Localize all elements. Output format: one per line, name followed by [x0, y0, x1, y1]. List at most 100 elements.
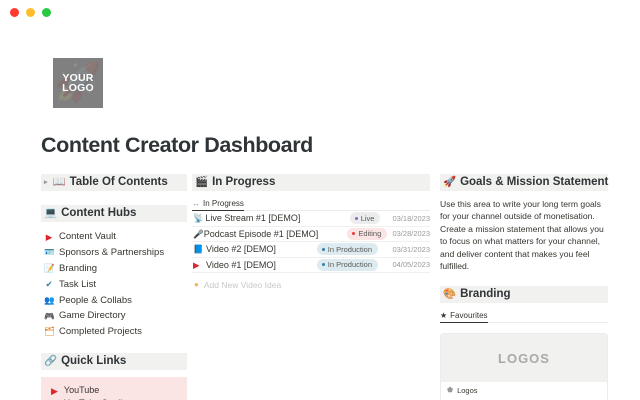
star-icon: ★: [440, 310, 448, 320]
content-hubs-list: ▶ Content Vault 🪪 Sponsors & Partnership…: [41, 229, 187, 339]
quick-links-header: 🔗 Quick Links: [41, 353, 187, 371]
row-title: Video #2 [DEMO]: [206, 244, 276, 255]
table-row[interactable]: 📡 Live Stream #1 [DEMO] Live 03/18/2023: [192, 211, 430, 227]
row-status[interactable]: In Production: [294, 258, 378, 271]
card-image-placeholder-text: LOGOS: [498, 350, 550, 366]
book-icon: 📖: [52, 175, 66, 188]
branding-header: 🎨 Branding: [440, 286, 608, 304]
hub-item-people-collabs[interactable]: 👥 People & Collabs: [41, 292, 187, 308]
chevron-right-icon[interactable]: ▸: [44, 178, 48, 186]
hub-item-game-directory[interactable]: 🎮 Game Directory: [41, 308, 187, 324]
hub-item-label: Sponsors & Partnerships: [59, 247, 165, 259]
table-row[interactable]: 📘 Video #2 [DEMO] In Production 03/31/20…: [192, 242, 430, 258]
branding-card-logos[interactable]: LOGOS ⬟ Logos: [440, 333, 608, 400]
tab-favourites[interactable]: ★ Favourites: [440, 310, 488, 324]
quick-links-callout: ▶ YouTube YouTube Studio ThumbsUp TV: [41, 377, 187, 400]
table-of-contents-label: Table Of Contents: [69, 176, 168, 188]
computer-icon: 💻: [44, 206, 58, 219]
circle-icon: ●: [194, 280, 199, 289]
goals-mission-header: 🚀 Goals & Mission Statement: [440, 174, 608, 191]
window-controls: [10, 8, 51, 17]
goals-mission-label: Goals & Mission Statement: [460, 176, 609, 188]
logo-placeholder[interactable]: 🚀 YOUR LOGO: [53, 58, 103, 108]
status-badge: In Production: [316, 258, 378, 271]
quick-link-youtube[interactable]: YouTube: [63, 385, 100, 396]
quick-links-list: YouTube YouTube Studio ThumbsUp TV: [64, 385, 127, 400]
file-icon: ⬟: [447, 387, 454, 395]
row-date: 03/31/2023: [392, 244, 430, 254]
goals-mission-body: Use this area to write your long term go…: [440, 199, 604, 272]
logo-line-2: LOGO: [62, 82, 94, 94]
content-hubs-header: 💻 Content Hubs: [41, 205, 187, 222]
logo-line-1: YOUR: [62, 71, 94, 84]
hub-item-completed-projects[interactable]: 🗂 Completed Projects: [41, 324, 187, 340]
in-progress-label: In Progress: [212, 176, 276, 188]
row-title: Podcast Episode #1 [DEMO]: [203, 228, 319, 239]
tab-label: Favourites: [450, 311, 488, 321]
tab-label: In Progress: [203, 199, 244, 208]
palette-icon: 🎨: [443, 288, 457, 301]
status-dot-icon: [354, 216, 358, 220]
row-status[interactable]: In Production: [294, 243, 378, 256]
row-date: 03/18/2023: [392, 213, 431, 223]
tab-in-progress[interactable]: ↔ In Progress: [192, 199, 244, 211]
database-view-tabs: ↔ In Progress: [192, 199, 430, 211]
id-card-icon: 🪪: [44, 247, 55, 258]
hub-item-sponsors-partnerships[interactable]: 🪪 Sponsors & Partnerships: [41, 245, 187, 261]
hub-item-label: Game Directory: [59, 310, 126, 322]
hub-item-label: Branding: [59, 262, 98, 274]
broadcast-icon: 📡: [193, 213, 204, 223]
video-book-icon: 📘: [193, 244, 204, 254]
status-badge: In Production: [316, 243, 378, 256]
youtube-play-icon: ▶: [51, 386, 58, 397]
table-row[interactable]: ▶ Video #1 [DEMO] In Production 04/05/20…: [192, 258, 430, 273]
timeline-icon: ↔: [192, 198, 200, 208]
hub-item-label: Completed Projects: [59, 326, 142, 338]
status-dot-icon: [352, 232, 356, 236]
hub-item-task-list[interactable]: ✔ Task List: [41, 276, 187, 292]
status-label: In Production: [327, 244, 372, 254]
game-controller-icon: 🎮: [44, 310, 55, 321]
hub-item-label: Content Vault: [59, 231, 116, 243]
logo-text: YOUR LOGO: [62, 71, 94, 94]
rocket-watermark-icon: 🚀: [54, 62, 102, 104]
row-status[interactable]: Editing: [318, 227, 388, 240]
status-badge: Editing: [347, 227, 388, 240]
maximize-window-button[interactable]: [42, 8, 51, 17]
row-date: 03/28/2023: [392, 229, 431, 239]
card-index-icon: 🗂: [44, 326, 55, 337]
row-title: Live Stream #1 [DEMO]: [205, 213, 301, 224]
close-window-button[interactable]: [10, 8, 19, 17]
status-label: Editing: [358, 229, 382, 239]
people-icon: 👥: [44, 294, 55, 305]
youtube-play-icon: ▶: [193, 259, 200, 270]
status-label: Live: [360, 213, 375, 223]
branding-label: Branding: [460, 288, 511, 301]
table-of-contents-header[interactable]: ▸ 📖 Table Of Contents: [41, 174, 187, 191]
add-new-video-idea-label: Add New Video Idea: [203, 280, 282, 290]
table-row[interactable]: 🎤 Podcast Episode #1 [DEMO] Editing 03/2…: [192, 227, 431, 242]
minimize-window-button[interactable]: [26, 8, 35, 17]
hub-item-content-vault[interactable]: ▶ Content Vault: [41, 229, 187, 245]
hub-item-branding[interactable]: 📝 Branding: [41, 261, 187, 277]
left-column: ▸ 📖 Table Of Contents 💻 Content Hubs ▶ C…: [41, 174, 187, 400]
in-progress-table: 📡 Live Stream #1 [DEMO] Live 03/18/2023 …: [192, 211, 430, 290]
microphone-icon: 🎤: [193, 228, 204, 239]
check-circle-icon: ✔: [45, 278, 53, 289]
hub-item-label: People & Collabs: [59, 294, 132, 306]
status-dot-icon: [321, 263, 325, 267]
right-column: 🚀 Goals & Mission Statement Use this are…: [440, 174, 608, 400]
middle-column: 🎬 In Progress ↔ In Progress 📡 Live Strea…: [192, 174, 430, 290]
status-dot-icon: [321, 247, 325, 251]
card-caption: ⬟ Logos: [441, 382, 607, 400]
page-title: Content Creator Dashboard: [41, 133, 313, 157]
row-status[interactable]: Live: [300, 212, 381, 225]
add-new-video-idea-button[interactable]: ● Add New Video Idea: [192, 273, 430, 290]
clapperboard-icon: 🎬: [195, 175, 209, 188]
status-label: In Production: [327, 260, 372, 270]
in-progress-header: 🎬 In Progress: [192, 174, 430, 191]
quick-link-youtube-studio[interactable]: YouTube Studio: [64, 398, 127, 400]
link-icon: 🔗: [44, 355, 58, 368]
hub-item-label: Task List: [59, 278, 96, 290]
card-image: LOGOS: [441, 334, 607, 383]
